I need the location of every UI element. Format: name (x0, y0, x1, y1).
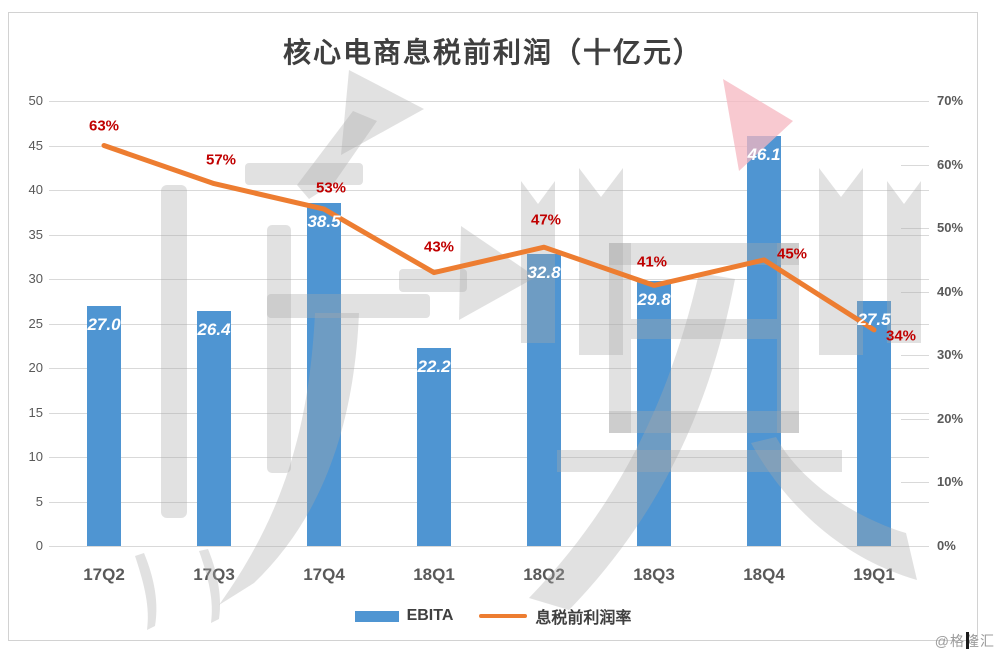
right-axis-tick: 30% (937, 347, 964, 363)
right-axis-tick: 0% (937, 538, 956, 553)
bar-value-label: 46.1 (747, 144, 781, 164)
bar-value-label: 27.5 (857, 310, 891, 330)
right-axis-tick: 60% (937, 156, 964, 172)
left-axis-tick: 30 (28, 271, 43, 286)
ebita-bar[interactable] (417, 348, 451, 546)
left-axis-tick: 50 (28, 93, 43, 108)
left-axis-tick: 10 (28, 449, 43, 464)
right-axis-tick: 50% (937, 220, 964, 236)
bar-value-label: 38.5 (307, 212, 341, 232)
right-axis-tickmark (901, 164, 929, 166)
margin-point-label: 63% (88, 117, 120, 134)
margin-point-label: 34% (885, 327, 917, 345)
left-axis-tick: 25 (28, 315, 43, 331)
chart-frame: 0 5 10 15 20 25 30 35 40 45 50 0% 10% 20% 30% 40% 50% 60%… (8, 12, 978, 641)
legend-label-margin: 息税前利润率 (535, 610, 632, 627)
bar-value-label: 29.8 (637, 289, 671, 309)
x-axis-label: 18Q2 (523, 565, 565, 584)
left-axis-tick: 40 (28, 182, 43, 197)
legend-label-ebita: EBITA (406, 607, 454, 624)
gridline (49, 546, 929, 547)
right-axis-tick: 70% (937, 93, 964, 108)
right-axis-tick: 40% (937, 283, 964, 299)
bar-value-label: 27.0 (87, 314, 121, 334)
legend-item-ebita: EBITA (354, 607, 454, 625)
x-axis-label: 17Q2 (83, 565, 125, 584)
right-axis-tickmark (901, 482, 929, 484)
right-axis-tickmark (901, 355, 929, 357)
margin-point-label: 53% (315, 179, 347, 197)
margin-point-label: 57% (205, 151, 237, 169)
margin-point-label: 41% (636, 253, 668, 271)
gridline (49, 101, 929, 102)
right-axis-tickmark (901, 418, 929, 420)
margin-point-label: 45% (776, 245, 808, 263)
right-axis-tickmark (901, 101, 929, 102)
x-axis-label: 18Q1 (413, 565, 455, 584)
gridline (49, 368, 929, 369)
bar-value-label: 32.8 (527, 263, 561, 283)
source-logo-mark (966, 632, 969, 649)
gridline (49, 501, 929, 503)
gridline (49, 412, 929, 414)
left-axis-tick: 5 (35, 493, 43, 509)
margin-point-label: 43% (423, 238, 455, 256)
left-axis-tick: 45 (28, 137, 43, 153)
legend-item-margin: 息税前利润率 (479, 604, 631, 628)
source-credit: @格隆汇 (934, 633, 995, 649)
right-axis-tick: 10% (937, 474, 964, 490)
x-axis-label: 17Q3 (193, 565, 235, 584)
x-axis-label: 17Q4 (303, 565, 345, 584)
left-axis-tick: 0 (35, 538, 43, 553)
right-axis-tick: 20% (937, 410, 964, 426)
ebita-bar[interactable] (197, 311, 231, 546)
ebita-bar[interactable] (87, 305, 121, 546)
right-axis-tickmark (901, 228, 929, 230)
right-axis-tickmark (901, 291, 929, 293)
x-axis-label: 19Q1 (853, 565, 895, 584)
bar-value-label: 22.2 (417, 357, 451, 377)
line-and-labels-layer: 27.0 26.4 38.5 22.2 32.8 29.8 46.1 27.5 63% 57% 53… (9, 13, 979, 642)
gridline (49, 457, 929, 458)
legend-line-swatch (479, 614, 528, 618)
left-axis-tick: 15 (28, 404, 43, 420)
margin-point-label: 47% (530, 211, 562, 229)
x-axis-label: 18Q4 (743, 565, 785, 584)
left-axis-tick: 20 (28, 360, 43, 375)
chart-title: 核心电商息税前利润（十亿元） (282, 38, 703, 69)
right-axis-tickmark (901, 546, 929, 547)
legend: EBITA 息税前利润率 (9, 604, 977, 628)
x-axis-label: 18Q3 (633, 565, 675, 584)
left-axis-tick: 35 (28, 226, 43, 242)
legend-bar-swatch (354, 610, 399, 622)
ebita-bar[interactable] (857, 301, 891, 546)
bar-value-label: 26.4 (197, 320, 231, 340)
